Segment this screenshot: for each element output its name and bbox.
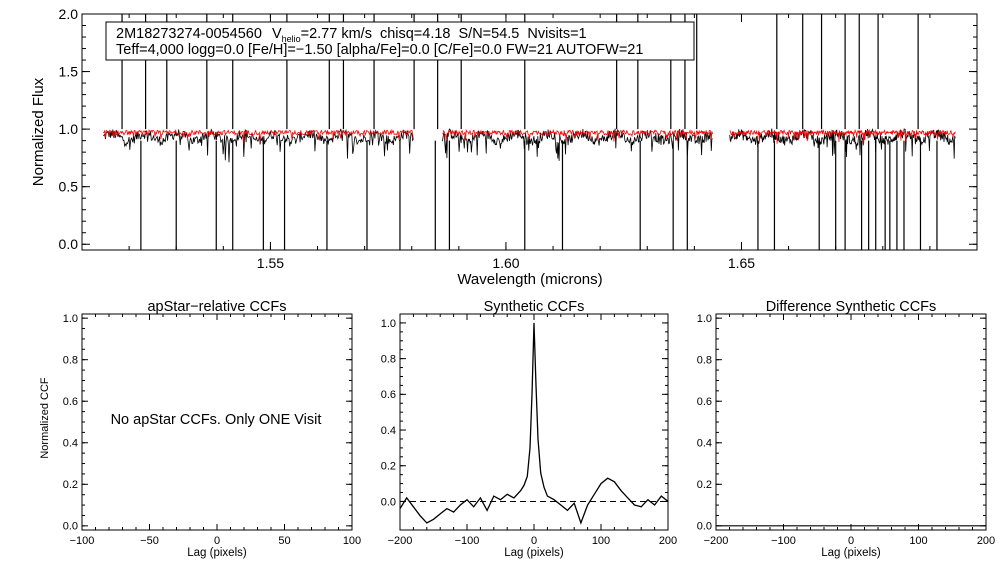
x-tick-label: 200 <box>659 535 677 547</box>
y-tick-label: 0.0 <box>63 521 78 533</box>
vhelio-value: =2.77 km/s <box>301 26 372 42</box>
y-tick-label: 0.4 <box>381 425 396 437</box>
no-apstar-note: No apStar CCFs. Only ONE Visit <box>111 412 322 428</box>
model-spectrum-line <box>442 128 713 142</box>
x-tick-label: 1.65 <box>728 255 755 271</box>
difference-ccf-axes: −200 −100 0 100 200 0.0 0.2 0.4 0.6 0.8 1.0 <box>697 313 995 547</box>
y-tick-label: 0.4 <box>63 438 78 450</box>
chisq-value: chisq=4.18 <box>380 26 451 42</box>
spectrum-xlabel: Wavelength (microns) <box>457 271 602 288</box>
y-tick-label: 1.0 <box>697 313 712 325</box>
info-box <box>105 21 695 61</box>
spectrum-ylabel: Normalized Flux <box>30 77 47 186</box>
y-tick-label: 1.0 <box>381 318 396 330</box>
x-tick-label: 100 <box>909 535 927 547</box>
x-tick-label: 1.60 <box>492 255 519 271</box>
vhelio-subscript: helio <box>282 34 301 44</box>
x-tick-label: −200 <box>388 535 413 547</box>
y-tick-label: 1.0 <box>63 313 78 325</box>
y-tick-label: 0.8 <box>697 355 712 367</box>
observed-spectrum-line <box>442 128 713 161</box>
y-tick-label: 1.0 <box>59 121 79 137</box>
snr-value: S/N=54.5 <box>459 26 520 42</box>
difference-ccf-title: Difference Synthetic CCFs <box>766 299 937 315</box>
y-tick-label: 0.0 <box>59 236 79 252</box>
synthetic-ccf-line <box>399 322 669 525</box>
y-tick-label: 0.6 <box>697 396 712 408</box>
x-tick-label: −50 <box>140 535 159 547</box>
x-tick-label: −100 <box>455 535 480 547</box>
difference-ccf-panel: Difference Synthetic CCFs −200 −100 0 100 20… <box>697 299 995 559</box>
x-tick-label: 1.55 <box>257 255 284 271</box>
model-spectrum-line <box>103 128 414 143</box>
spectrum-axes: 1.55 1.60 1.65 0.0 0.5 1.0 1.5 2.0 <box>59 6 978 271</box>
x-tick-label: 0 <box>531 535 537 547</box>
y-tick-label: 0.5 <box>59 179 79 195</box>
synthetic-ccf-panel: Synthetic CCFs −200 −100 0 100 200 0.0 0.2 0.4 0… <box>381 299 677 559</box>
difference-ccf-frame <box>715 313 987 531</box>
synthetic-ccf-plot-area <box>399 322 669 525</box>
apstar-ccf-ylabel: Normalized CCF <box>39 377 51 459</box>
apstar-ccf-panel: apStar−relative CCFs −100 −50 0 50 100 0.0 0.2… <box>39 299 361 559</box>
x-tick-label: 0 <box>214 535 220 547</box>
y-tick-label: 0.4 <box>697 438 712 450</box>
nvisits-value: Nvisits=1 <box>527 26 586 42</box>
y-tick-label: 0.8 <box>381 353 396 365</box>
spectrum-frame <box>81 13 978 251</box>
apstar-ccf-axes: −100 −50 0 50 100 0.0 0.2 0.4 0.6 0.8 1.0 <box>63 313 361 547</box>
model-spectrum-line <box>729 128 956 144</box>
apstar-ccf-title: apStar−relative CCFs <box>147 299 286 315</box>
y-tick-label: 0.2 <box>697 479 712 491</box>
observed-spectrum-line <box>103 128 414 163</box>
x-tick-label: −100 <box>70 535 95 547</box>
y-tick-label: 1.5 <box>59 63 79 79</box>
y-tick-label: 0.2 <box>381 461 396 473</box>
x-tick-label: 100 <box>592 535 610 547</box>
y-tick-label: 0.8 <box>63 355 78 367</box>
y-tick-label: 0.0 <box>697 521 712 533</box>
spectrum-panel: 1.55 1.60 1.65 0.0 0.5 1.0 1.5 2.0 Normalized F… <box>30 6 978 288</box>
y-tick-label: 0.2 <box>63 479 78 491</box>
info-line-2: Teff=4,000 logg=0.0 [Fe/H]=−1.50 [alpha/… <box>116 42 643 58</box>
info-line-1: 2M18273274-0054560 Vhelio=2.77 km/s chisq=… <box>116 26 587 44</box>
y-tick-label: 0.0 <box>381 496 396 508</box>
synthetic-ccf-xlabel: Lag (pixels) <box>504 547 564 559</box>
difference-ccf-xlabel: Lag (pixels) <box>821 547 881 559</box>
x-tick-label: 0 <box>848 535 854 547</box>
vhelio-symbol: V <box>272 26 282 42</box>
synthetic-ccf-axes: −200 −100 0 100 200 0.0 0.2 0.4 0.6 0.8 1.0 <box>381 313 677 547</box>
synthetic-ccf-title: Synthetic CCFs <box>484 299 585 315</box>
y-tick-label: 0.6 <box>381 389 396 401</box>
y-tick-label: 2.0 <box>59 6 79 22</box>
apstar-ccf-xlabel: Lag (pixels) <box>187 547 247 559</box>
x-tick-label: 100 <box>343 535 361 547</box>
y-tick-label: 0.6 <box>63 396 78 408</box>
star-id: 2M18273274-0054560 <box>116 26 262 42</box>
x-tick-label: 200 <box>977 535 995 547</box>
x-tick-label: −100 <box>771 535 796 547</box>
x-tick-label: −200 <box>704 535 729 547</box>
x-tick-label: 50 <box>278 535 290 547</box>
